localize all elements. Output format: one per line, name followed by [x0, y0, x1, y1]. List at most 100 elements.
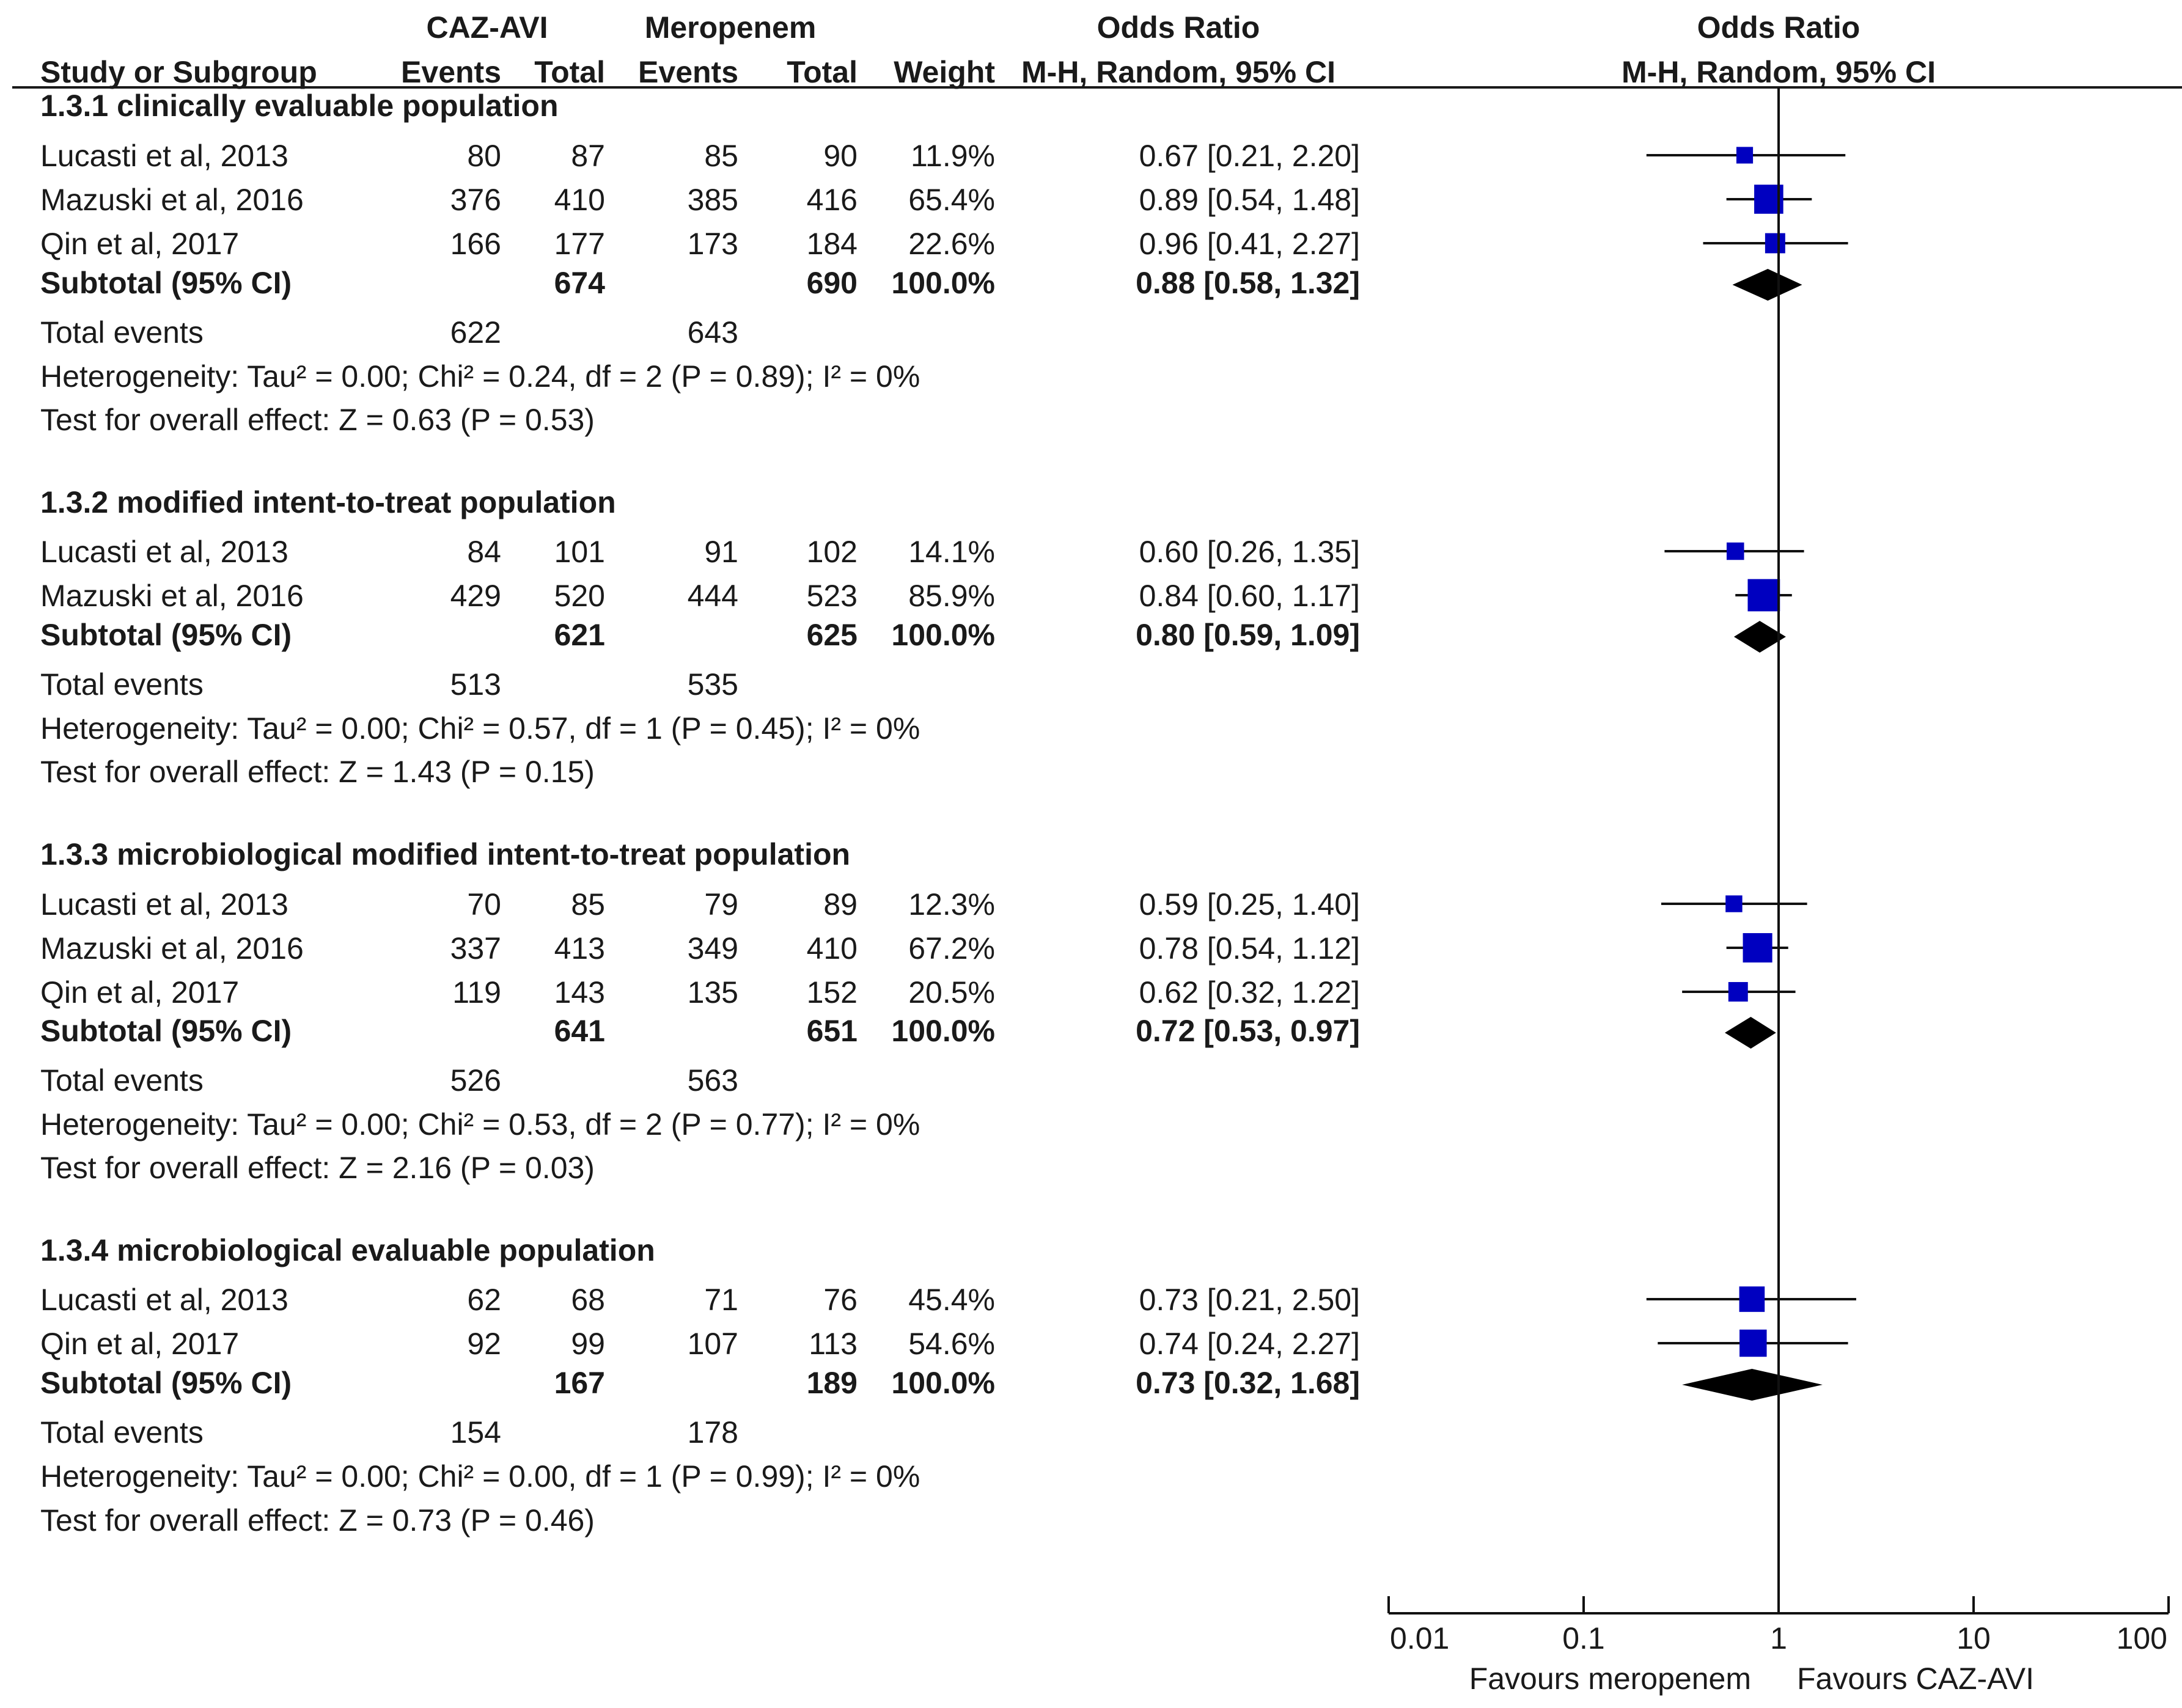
subtotal-total-meropenem: 651: [807, 1014, 858, 1048]
overall-effect-text: Test for overall effect: Z = 0.73 (P = 0…: [40, 1503, 595, 1538]
subtotal-diamond: [1732, 269, 1802, 301]
study-weight: 22.6%: [908, 227, 995, 261]
subtotal-label: Subtotal (95% CI): [40, 266, 292, 300]
study-odds-ratio-ci: 0.60 [0.26, 1.35]: [1139, 535, 1360, 569]
study-weight: 14.1%: [908, 535, 995, 569]
total-events-meropenem: 178: [688, 1415, 738, 1450]
subtotal-total-caz-avi: 674: [554, 266, 606, 300]
study-events-caz-avi: 166: [450, 227, 501, 261]
study-weight-square: [1736, 147, 1754, 164]
subtotal-label: Subtotal (95% CI): [40, 1014, 292, 1048]
study-events-meropenem: 173: [688, 227, 738, 261]
study-odds-ratio-ci: 0.78 [0.54, 1.12]: [1139, 931, 1360, 966]
study-total-meropenem: 523: [807, 579, 858, 613]
study-total-caz-avi: 68: [571, 1283, 605, 1317]
subtotal-odds-ratio-ci: 0.72 [0.53, 0.97]: [1136, 1014, 1360, 1048]
study-total-meropenem: 90: [823, 139, 858, 173]
study-events-caz-avi: 84: [467, 535, 501, 569]
study-name: Mazuski et al, 2016: [40, 183, 304, 217]
study-name: Lucasti et al, 2013: [40, 887, 288, 922]
study-total-meropenem: 416: [807, 183, 858, 217]
subtotal-total-caz-avi: 621: [554, 618, 605, 652]
subgroup-title: 1.3.1 clinically evaluable population: [40, 89, 559, 123]
study-weight-square: [1725, 895, 1743, 912]
plot-method-header: M-H, Random, 95% CI: [1622, 55, 1936, 89]
or-column-title: Odds Ratio: [1097, 10, 1260, 45]
study-events-meropenem: 444: [688, 579, 738, 613]
study-name: Mazuski et al, 2016: [40, 931, 304, 966]
study-weight-square: [1747, 579, 1780, 612]
subgroup-title: 1.3.2 modified intent-to-treat populatio…: [40, 485, 616, 519]
study-name: Lucasti et al, 2013: [40, 1283, 288, 1317]
study-total-caz-avi: 520: [554, 579, 605, 613]
subtotal-total-meropenem: 690: [807, 266, 858, 300]
study-total-caz-avi: 101: [554, 535, 605, 569]
subtotal-weight: 100.0%: [891, 618, 995, 652]
study-events-caz-avi: 429: [450, 579, 501, 613]
study-events-caz-avi: 119: [452, 975, 501, 1010]
study-events-caz-avi: 80: [467, 139, 501, 173]
study-name: Qin et al, 2017: [40, 975, 239, 1010]
total-events-caz-avi: 622: [450, 315, 501, 350]
study-events-meropenem: 85: [704, 139, 738, 173]
study-events-caz-avi: 70: [467, 887, 501, 922]
study-total-caz-avi: 99: [571, 1327, 605, 1361]
column-weight-header: Weight: [894, 55, 995, 89]
study-weight: 85.9%: [908, 579, 995, 613]
subtotal-diamond: [1725, 1017, 1776, 1049]
study-total-caz-avi: 413: [554, 931, 605, 966]
subtotal-weight: 100.0%: [891, 1366, 995, 1400]
group2-header: Meropenem: [645, 10, 817, 45]
x-axis-tick-label: 0.1: [1562, 1621, 1605, 1655]
subtotal-total-meropenem: 625: [807, 618, 858, 652]
study-events-caz-avi: 337: [450, 931, 501, 966]
column-events1-header: Events: [401, 55, 501, 89]
heterogeneity-text: Heterogeneity: Tau² = 0.00; Chi² = 0.24,…: [40, 359, 920, 394]
total-events-caz-avi: 154: [450, 1415, 501, 1450]
study-weight-square: [1728, 982, 1748, 1002]
x-axis-tick-label: 1: [1770, 1621, 1787, 1655]
study-events-meropenem: 79: [704, 887, 738, 922]
study-name: Qin et al, 2017: [40, 1327, 239, 1361]
group1-header: CAZ-AVI: [426, 10, 548, 45]
favours-right-label: Favours CAZ-AVI: [1797, 1662, 2034, 1696]
subtotal-total-caz-avi: 167: [554, 1366, 605, 1400]
subtotal-weight: 100.0%: [891, 266, 995, 300]
total-events-caz-avi: 526: [450, 1063, 501, 1098]
study-odds-ratio-ci: 0.73 [0.21, 2.50]: [1139, 1283, 1360, 1317]
study-weight: 12.3%: [908, 887, 995, 922]
study-weight-square: [1739, 1329, 1767, 1357]
column-total2-header: Total: [787, 55, 858, 89]
total-events-caz-avi: 513: [450, 667, 501, 702]
x-axis: 0.01 0.1 1 10 100 Favours meropenem Favours CA…: [1387, 1596, 2170, 1696]
study-events-meropenem: 91: [704, 535, 738, 569]
study-odds-ratio-ci: 0.84 [0.60, 1.17]: [1139, 579, 1360, 613]
subtotal-odds-ratio-ci: 0.73 [0.32, 1.68]: [1136, 1366, 1360, 1400]
x-axis-tick-label: 0.01: [1390, 1621, 1449, 1655]
overall-effect-text: Test for overall effect: Z = 1.43 (P = 0…: [40, 755, 595, 789]
overall-effect-text: Test for overall effect: Z = 0.63 (P = 0…: [40, 403, 595, 437]
subtotal-odds-ratio-ci: 0.88 [0.58, 1.32]: [1136, 266, 1360, 300]
study-total-meropenem: 152: [807, 975, 858, 1010]
study-events-meropenem: 107: [688, 1327, 738, 1361]
subgroup-title: 1.3.4 microbiological evaluable populati…: [40, 1233, 655, 1267]
column-study-header: Study or Subgroup: [40, 55, 317, 89]
study-total-caz-avi: 143: [554, 975, 605, 1010]
study-weight: 67.2%: [908, 931, 995, 966]
subtotal-weight: 100.0%: [891, 1014, 995, 1048]
subtotal-diamond: [1733, 621, 1786, 653]
study-total-meropenem: 410: [807, 931, 858, 966]
subtotal-label: Subtotal (95% CI): [40, 618, 292, 652]
study-weight-square: [1726, 542, 1744, 560]
total-events-label: Total events: [40, 667, 204, 702]
study-total-meropenem: 184: [807, 227, 858, 261]
study-total-caz-avi: 177: [554, 227, 605, 261]
study-name: Mazuski et al, 2016: [40, 579, 304, 613]
study-total-caz-avi: 85: [571, 887, 605, 922]
total-events-label: Total events: [40, 315, 204, 350]
subtotal-total-meropenem: 189: [807, 1366, 858, 1400]
x-axis-tick-label: 10: [1956, 1621, 1991, 1655]
favours-left-label: Favours meropenem: [1469, 1662, 1751, 1696]
table-header: CAZ-AVI Meropenem Odds Ratio Odds Ratio …: [12, 10, 2182, 89]
